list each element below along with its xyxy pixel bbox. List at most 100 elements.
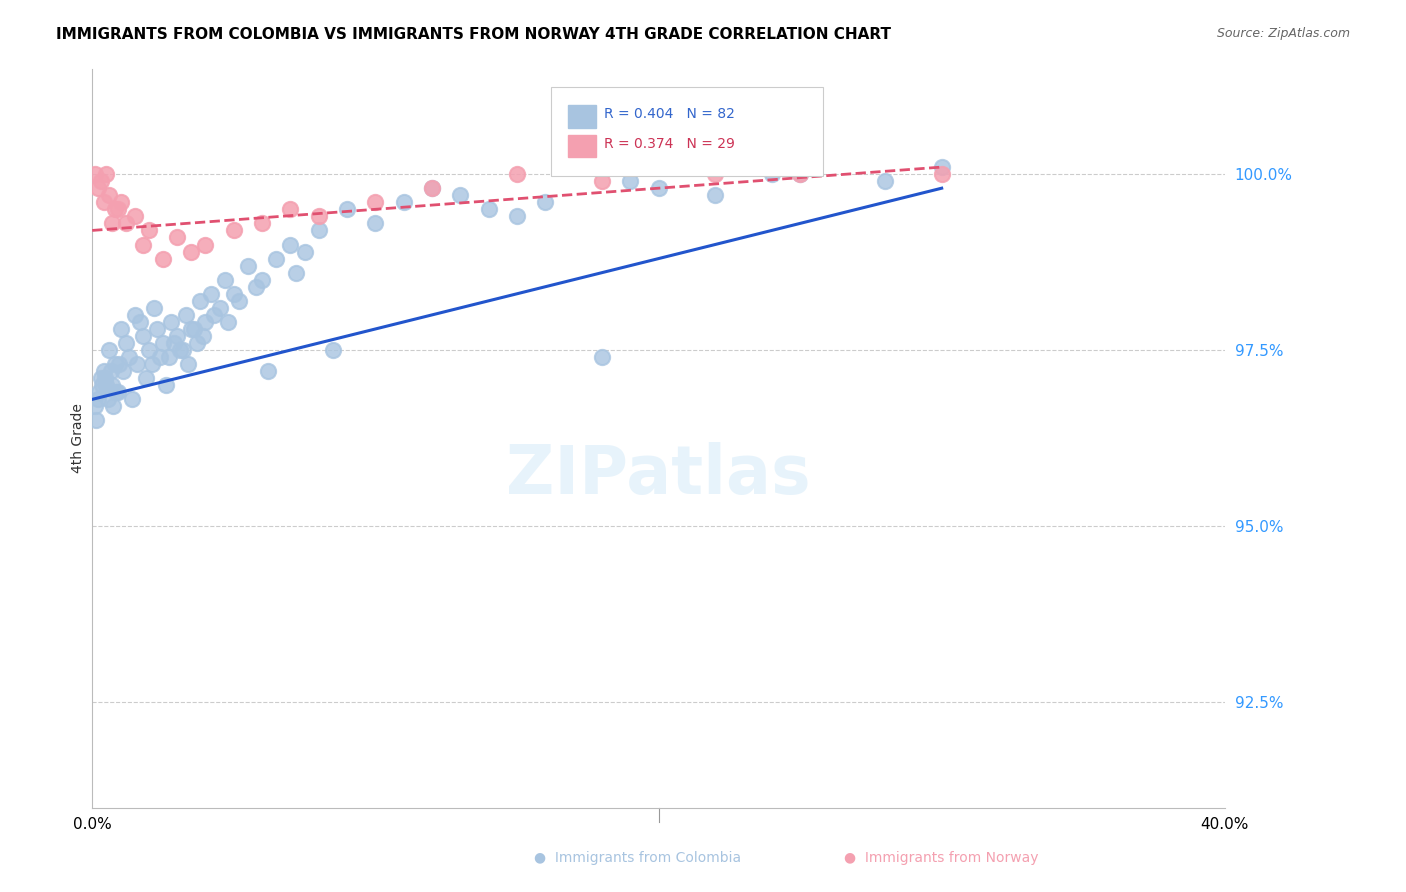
Point: [166, 329, 188, 343]
Point: [169, 343, 191, 357]
Point: [180, 322, 202, 336]
Point: [89, 385, 111, 400]
Text: ●  Immigrants from Norway: ● Immigrants from Norway: [844, 851, 1038, 865]
Point: [647, 181, 669, 195]
Point: [110, 195, 132, 210]
Point: [138, 223, 160, 237]
Point: [250, 273, 273, 287]
Point: [105, 385, 128, 400]
Point: [110, 322, 132, 336]
Point: [704, 167, 727, 181]
Point: [141, 357, 163, 371]
Point: [152, 252, 174, 266]
Point: [194, 315, 217, 329]
Point: [294, 244, 316, 259]
Point: [129, 315, 152, 329]
Point: [84, 400, 107, 414]
Point: [186, 336, 208, 351]
Point: [90, 371, 112, 385]
Text: ●  Immigrants from Colombia: ● Immigrants from Colombia: [534, 851, 741, 865]
Point: [115, 216, 138, 230]
Point: [256, 364, 278, 378]
Point: [336, 202, 359, 217]
Point: [166, 230, 188, 244]
Point: [285, 266, 308, 280]
Point: [107, 385, 129, 400]
Point: [96, 378, 118, 392]
Point: [420, 181, 443, 195]
Point: [97, 392, 120, 407]
Point: [163, 336, 186, 351]
Point: [420, 181, 443, 195]
Point: [124, 210, 146, 224]
Point: [202, 308, 225, 322]
Text: Source: ZipAtlas.com: Source: ZipAtlas.com: [1216, 27, 1350, 40]
Point: [789, 167, 811, 181]
Point: [228, 293, 250, 308]
Point: [506, 210, 529, 224]
Point: [87, 392, 110, 407]
Point: [200, 286, 222, 301]
Point: [91, 378, 114, 392]
Text: R = 0.404   N = 82: R = 0.404 N = 82: [605, 107, 735, 121]
Point: [308, 210, 330, 224]
Point: [217, 315, 239, 329]
Point: [506, 167, 529, 181]
Point: [180, 244, 202, 259]
Point: [236, 259, 259, 273]
Point: [931, 160, 953, 174]
Point: [619, 174, 641, 188]
Point: [591, 350, 613, 364]
Point: [789, 167, 811, 181]
Point: [172, 343, 194, 357]
Point: [322, 343, 344, 357]
Point: [104, 357, 127, 371]
Point: [86, 413, 108, 427]
Point: [704, 188, 727, 202]
Y-axis label: 4th Grade: 4th Grade: [72, 403, 86, 473]
Point: [84, 167, 107, 181]
Point: [194, 237, 217, 252]
Point: [160, 315, 183, 329]
Point: [90, 174, 112, 188]
Point: [108, 357, 131, 371]
Point: [112, 364, 135, 378]
Point: [146, 322, 169, 336]
Text: R = 0.374   N = 29: R = 0.374 N = 29: [605, 136, 735, 151]
Point: [364, 216, 387, 230]
Point: [93, 195, 115, 210]
Point: [152, 336, 174, 351]
Point: [93, 364, 115, 378]
Point: [214, 273, 236, 287]
Point: [873, 174, 896, 188]
Point: [177, 357, 200, 371]
Point: [264, 252, 287, 266]
Point: [280, 202, 302, 217]
Point: [364, 195, 387, 210]
Point: [149, 350, 172, 364]
Point: [222, 223, 245, 237]
Point: [174, 308, 197, 322]
Point: [96, 167, 118, 181]
Point: [449, 188, 471, 202]
Point: [191, 329, 214, 343]
Point: [87, 181, 110, 195]
Point: [138, 343, 160, 357]
Point: [157, 350, 180, 364]
Point: [98, 188, 121, 202]
Point: [135, 371, 157, 385]
Point: [118, 350, 141, 364]
Point: [132, 329, 155, 343]
Point: [132, 237, 155, 252]
Point: [761, 167, 783, 181]
Point: [143, 301, 166, 315]
FancyBboxPatch shape: [551, 87, 823, 176]
Point: [931, 167, 953, 181]
Point: [103, 400, 125, 414]
Point: [188, 293, 211, 308]
Point: [222, 286, 245, 301]
Point: [107, 202, 129, 217]
Point: [101, 378, 124, 392]
Point: [392, 195, 415, 210]
Point: [124, 308, 146, 322]
